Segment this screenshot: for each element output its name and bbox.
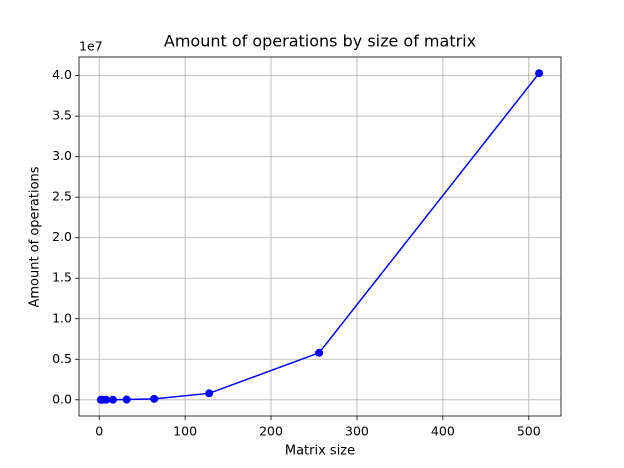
y-tick-label: 2.0	[52, 229, 72, 244]
y-tick-label: 0.0	[52, 391, 72, 406]
y-tick-label: 4.0	[52, 67, 72, 82]
y-tick-label: 0.5	[52, 351, 72, 366]
y-axis-label: Amount of operations	[28, 166, 43, 307]
x-axis-label: Matrix size	[285, 444, 355, 459]
data-point	[122, 395, 131, 404]
chart-title: Amount of operations by size of matrix	[164, 32, 476, 51]
y-tick-label: 3.5	[52, 108, 72, 123]
data-point	[205, 389, 214, 398]
x-tick-label: 300	[345, 424, 369, 439]
x-tick-label: 200	[259, 424, 283, 439]
x-tick-label: 500	[517, 424, 541, 439]
plot-frame	[78, 56, 562, 417]
x-tick-label: 400	[431, 424, 455, 439]
y-tick-label: 1.5	[52, 270, 72, 285]
data-point	[108, 395, 117, 404]
y-offset-label: 1e7	[79, 39, 103, 54]
data-point	[102, 395, 111, 404]
y-tick-label: 1.0	[52, 310, 72, 325]
y-tick-label: 3.0	[52, 148, 72, 163]
x-tick-label: 0	[95, 424, 103, 439]
y-tick-label: 2.5	[52, 189, 72, 204]
data-point	[315, 348, 324, 357]
data-point	[535, 69, 544, 78]
x-tick-label: 100	[173, 424, 197, 439]
data-point	[150, 394, 159, 403]
